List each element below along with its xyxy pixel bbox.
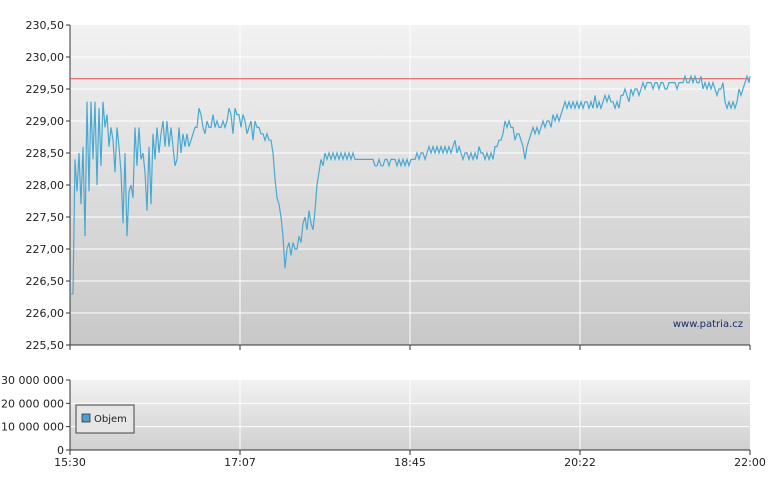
price-y-tick-label: 230,50 (26, 19, 65, 32)
volume-y-tick-label: 0 (57, 444, 64, 457)
x-axis: 15:30 17:07 18:45 20:22 22:00 (54, 450, 766, 469)
volume-y-tick-label: 30 000 000 (1, 374, 64, 387)
x-tick-label: 15:30 (54, 456, 86, 469)
x-tick-label: 22:00 (734, 456, 766, 469)
price-y-tick-label: 230,00 (26, 51, 65, 64)
price-y-tick-label: 226,50 (26, 275, 65, 288)
price-y-tick-label: 228,50 (26, 147, 65, 160)
price-y-tick-label: 227,00 (26, 243, 65, 256)
volume-y-axis: 30 000 000 20 000 000 10 000 000 0 (1, 374, 71, 457)
legend: Objem (75, 404, 135, 434)
x-tick-label: 17:07 (224, 456, 256, 469)
legend-label: Objem (94, 414, 127, 425)
price-y-tick-label: 226,00 (26, 307, 65, 320)
volume-grid (70, 380, 750, 450)
price-y-tick-label: 225,50 (26, 339, 65, 352)
watermark: www.patria.cz (673, 319, 743, 330)
price-series-line (70, 74, 751, 295)
price-grid (70, 25, 750, 345)
x-tick-label: 20:22 (564, 456, 596, 469)
price-y-axis: 230,50 230,00 229,50 229,00 228,50 228,00 227,… (26, 19, 71, 352)
price-y-tick-label: 228,00 (26, 179, 65, 192)
price-y-tick-label: 229,00 (26, 115, 65, 128)
price-y-tick-label: 227,50 (26, 211, 65, 224)
volume-y-tick-label: 20 000 000 (1, 397, 64, 410)
x-tick-label: 18:45 (394, 456, 426, 469)
legend-swatch (81, 413, 91, 423)
price-x-tickmarks (69, 345, 751, 350)
volume-y-tick-label: 10 000 000 (1, 421, 64, 434)
price-y-tick-label: 229,50 (26, 83, 65, 96)
